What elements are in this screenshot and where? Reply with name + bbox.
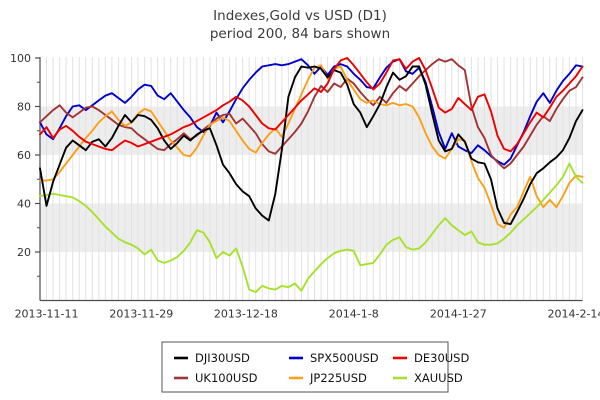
series-lines xyxy=(39,57,584,293)
series-line-uk100usd xyxy=(39,58,584,170)
x-tick-label: 2014-2-14 xyxy=(547,308,600,321)
legend-label: DJI30USD xyxy=(195,351,250,365)
x-tick-label: 2014-1-27 xyxy=(430,308,487,321)
y-tick-label: 40 xyxy=(17,197,31,210)
legend-label: DE30USD xyxy=(414,351,469,365)
x-tick-label: 2013-11-11 xyxy=(15,308,79,321)
legend-label: UK100USD xyxy=(195,371,258,385)
legend-item-de30usd: DE30USD xyxy=(393,351,469,365)
grid-band xyxy=(40,203,583,252)
y-tick-label: 60 xyxy=(17,149,31,162)
legend-item-uk100usd: UK100USD xyxy=(174,371,258,385)
legend-label: SPX500USD xyxy=(310,351,379,365)
legend-label: XAUUSD xyxy=(414,371,463,385)
series-line-jp225usd xyxy=(39,64,584,229)
legend-item-spx500usd: SPX500USD xyxy=(289,351,379,365)
vertical-gridlines xyxy=(46,57,583,301)
x-tick-label: 2013-12-18 xyxy=(214,308,278,321)
series-line-xauusd xyxy=(39,162,584,293)
y-tick-label: 80 xyxy=(17,100,31,113)
legend-item-jp225usd: JP225USD xyxy=(289,371,367,385)
series-line-de30usd xyxy=(39,57,584,153)
x-tick-label: 2013-11-29 xyxy=(109,308,173,321)
legend: DJI30USD SPX500USD DE30USD UK100USD JP225USD… xyxy=(161,341,469,393)
series-line-dji30usd xyxy=(39,65,584,226)
chart-title-line2: period 200, 84 bars shown xyxy=(210,26,390,42)
chart-title-line1: Indexes,Gold vs USD (D1) xyxy=(213,8,387,24)
legend-item-dji30usd: DJI30USD xyxy=(174,351,250,365)
legend-label: JP225USD xyxy=(309,371,367,385)
y-tick-label: 20 xyxy=(17,246,31,259)
axis-tick-labels: 20 40 60 80 100 2013-11-11 2013-11-29 2013-12-1… xyxy=(10,52,600,321)
grid-band xyxy=(40,106,583,155)
grid-bands xyxy=(40,106,583,252)
y-tick-label: 100 xyxy=(10,52,31,65)
legend-box xyxy=(161,341,449,393)
legend-item-xauusd: XAUUSD xyxy=(393,371,463,385)
axes xyxy=(35,57,583,302)
x-tick-label: 2014-1-8 xyxy=(329,308,379,321)
